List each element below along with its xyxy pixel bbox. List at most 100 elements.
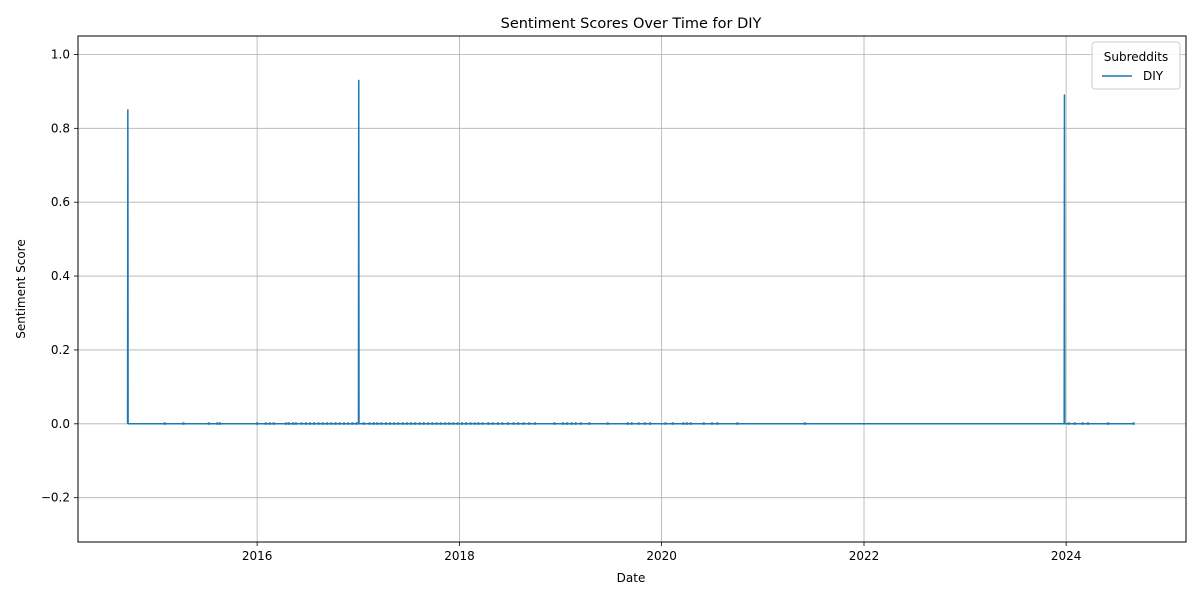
data-point: [671, 422, 674, 425]
data-point: [216, 422, 219, 425]
plot-frame: [77, 35, 1187, 543]
y-tick-label: 0.0: [51, 417, 70, 431]
data-point: [389, 422, 392, 425]
y-tick-label: −0.2: [41, 491, 70, 505]
legend: Subreddits DIY: [1091, 41, 1181, 90]
data-point: [1081, 422, 1084, 425]
data-point: [397, 422, 400, 425]
data-point: [643, 422, 646, 425]
series-line-diy: [126, 79, 1134, 425]
data-point: [163, 422, 166, 425]
y-tick-label: 0.8: [51, 121, 70, 135]
data-point: [321, 422, 324, 425]
data-point: [570, 422, 573, 425]
data-point: [506, 422, 509, 425]
data-point: [562, 422, 565, 425]
y-axis: −0.2 0.0 0.2 0.4 0.6 0.8 1.0: [41, 47, 78, 505]
data-point: [606, 422, 609, 425]
x-axis-label: Date: [617, 571, 646, 585]
data-point: [414, 422, 417, 425]
data-point: [422, 422, 425, 425]
data-point: [637, 422, 640, 425]
data-point: [469, 422, 472, 425]
data-point: [207, 422, 210, 425]
data-point: [343, 422, 346, 425]
y-tick-label: 0.6: [51, 195, 70, 209]
x-tick-label: 2020: [646, 549, 677, 563]
data-point: [1073, 422, 1076, 425]
data-point: [566, 422, 569, 425]
data-point: [626, 422, 629, 425]
data-point: [393, 422, 396, 425]
data-point: [501, 422, 504, 425]
data-point: [481, 422, 484, 425]
data-point: [313, 422, 316, 425]
data-point: [522, 422, 525, 425]
data-point: [487, 422, 490, 425]
data-point: [444, 422, 447, 425]
data-point: [405, 422, 408, 425]
data-point: [452, 422, 455, 425]
data-point: [473, 422, 476, 425]
data-point: [689, 422, 692, 425]
data-point: [648, 422, 651, 425]
data-point: [182, 422, 185, 425]
data-point: [1132, 422, 1135, 425]
data-point: [309, 422, 312, 425]
data-point: [330, 422, 333, 425]
data-point: [461, 422, 464, 425]
data-point: [268, 422, 271, 425]
data-point: [219, 422, 222, 425]
data-point: [512, 422, 515, 425]
legend-entry-diy: DIY: [1143, 69, 1164, 83]
data-point: [317, 422, 320, 425]
data-point: [300, 422, 303, 425]
data-point: [574, 422, 577, 425]
data-point: [711, 422, 714, 425]
data-point: [496, 422, 499, 425]
data-point: [368, 422, 371, 425]
data-point: [534, 422, 537, 425]
data-point: [355, 422, 358, 425]
data-point: [630, 422, 633, 425]
data-point: [410, 422, 413, 425]
data-point: [294, 422, 297, 425]
y-tick-label: 1.0: [51, 47, 70, 61]
data-point: [334, 422, 337, 425]
x-tick-label: 2018: [444, 549, 475, 563]
data-point: [287, 422, 290, 425]
data-point: [702, 422, 705, 425]
data-point: [682, 422, 685, 425]
data-point: [292, 422, 295, 425]
plot-area: [77, 35, 1187, 543]
data-point: [272, 422, 275, 425]
data-point: [528, 422, 531, 425]
data-point: [1107, 422, 1110, 425]
data-point: [439, 422, 442, 425]
data-point: [372, 422, 375, 425]
data-point: [456, 422, 459, 425]
chart-title: Sentiment Scores Over Time for DIY: [501, 16, 762, 32]
data-point: [1067, 422, 1070, 425]
data-point: [1086, 422, 1089, 425]
data-point: [477, 422, 480, 425]
data-point: [491, 422, 494, 425]
y-axis-label: Sentiment Score: [14, 239, 28, 338]
data-point: [264, 422, 267, 425]
legend-title: Subreddits: [1104, 50, 1168, 64]
x-tick-label: 2016: [242, 549, 273, 563]
data-point: [401, 422, 404, 425]
series-layer: [126, 79, 1135, 425]
data-point: [803, 422, 806, 425]
data-point: [736, 422, 739, 425]
data-point: [579, 422, 582, 425]
data-point: [418, 422, 421, 425]
legend-box: [1091, 41, 1181, 90]
plot-background: [78, 36, 1186, 542]
data-point: [338, 422, 341, 425]
data-point: [351, 422, 354, 425]
y-tick-label: 0.2: [51, 343, 70, 357]
data-point: [347, 422, 350, 425]
data-point: [362, 422, 365, 425]
